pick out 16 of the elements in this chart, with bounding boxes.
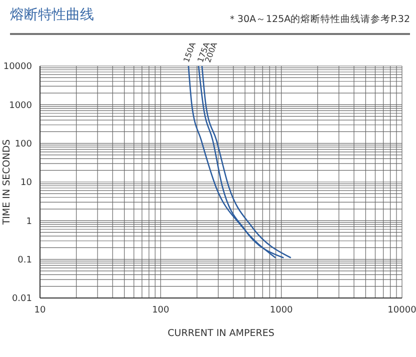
y-tick-label: 0.1 xyxy=(18,256,32,266)
chart-subtitle: ＊30A～125A的熔断特性曲线请参考P.32 xyxy=(227,13,410,26)
y-tick-label: 100 xyxy=(14,140,32,150)
y-tick-label: 1 xyxy=(26,216,32,227)
y-tick-label: 0.01 xyxy=(12,294,32,304)
y-tick-label: 1000 xyxy=(9,100,32,111)
y-axis-title: TIME IN SECONDS xyxy=(1,139,12,226)
y-tick-label: 10 xyxy=(20,178,32,188)
chart-title: 熔断特性曲线 xyxy=(10,6,94,24)
y-tick-label: 10000 xyxy=(3,62,32,72)
x-tick-label: 10000 xyxy=(388,305,416,316)
text: 150A xyxy=(182,40,198,64)
x-axis-title: CURRENT IN AMPERES xyxy=(168,328,274,339)
x-tick-label: 1000 xyxy=(270,305,294,316)
x-tick-label: 10 xyxy=(34,305,46,316)
x-tick-label: 100 xyxy=(152,305,170,316)
